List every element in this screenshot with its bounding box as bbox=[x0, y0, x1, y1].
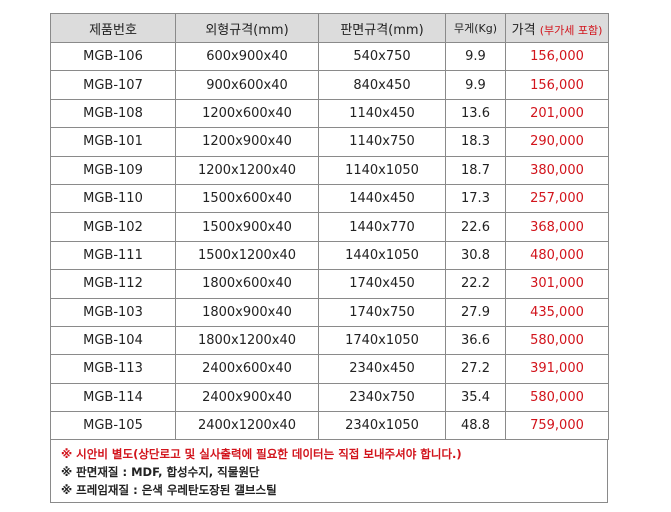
cell-board-size: 1740x1050 bbox=[318, 325, 446, 356]
cell-price: 580,000 bbox=[505, 382, 609, 413]
cell-model: MGB-108 bbox=[50, 98, 176, 129]
cell-model: MGB-107 bbox=[50, 70, 176, 100]
cell-price: 156,000 bbox=[505, 70, 609, 100]
header-outer-size: 외형규격(mm) bbox=[175, 13, 319, 43]
product-spec-sheet: 제품번호 외형규격(mm) 판면규격(mm) 무게(Kg) 가격 (부가세 포함… bbox=[50, 13, 609, 504]
cell-model: MGB-103 bbox=[50, 297, 176, 327]
cell-outer-size: 2400x900x40 bbox=[175, 382, 319, 413]
cell-price: 391,000 bbox=[505, 354, 609, 384]
cell-weight: 22.6 bbox=[445, 212, 506, 242]
cell-model: MGB-105 bbox=[50, 411, 176, 441]
cell-weight: 48.8 bbox=[445, 411, 506, 441]
table-row: MGB-106 600x900x40 540x750 9.9 156,000 bbox=[50, 41, 609, 72]
cell-model: MGB-101 bbox=[50, 127, 176, 157]
cell-board-size: 1140x1050 bbox=[318, 155, 446, 185]
cell-outer-size: 900x600x40 bbox=[175, 70, 319, 100]
table-row: MGB-112 1800x600x40 1740x450 22.2 301,000 bbox=[50, 269, 609, 299]
header-weight: 무게(Kg) bbox=[445, 13, 506, 43]
cell-outer-size: 1500x600x40 bbox=[175, 183, 319, 214]
header-price: 가격 (부가세 포함) bbox=[505, 13, 609, 43]
cell-model: MGB-106 bbox=[50, 41, 176, 72]
header-model: 제품번호 bbox=[50, 13, 176, 43]
spec-table: 제품번호 외형규격(mm) 판면규격(mm) 무게(Kg) 가격 (부가세 포함… bbox=[50, 13, 609, 441]
cell-weight: 35.4 bbox=[445, 382, 506, 413]
table-row: MGB-110 1500x600x40 1440x450 17.3 257,000 bbox=[50, 183, 609, 214]
cell-price: 290,000 bbox=[505, 127, 609, 157]
cell-board-size: 1740x750 bbox=[318, 297, 446, 327]
cell-model: MGB-113 bbox=[50, 354, 176, 384]
cell-board-size: 1440x770 bbox=[318, 212, 446, 242]
table-row: MGB-105 2400x1200x40 2340x1050 48.8 759,000 bbox=[50, 411, 609, 441]
table-row: MGB-102 1500x900x40 1440x770 22.6 368,000 bbox=[50, 212, 609, 242]
table-row: MGB-104 1800x1200x40 1740x1050 36.6 580,000 bbox=[50, 325, 609, 356]
cell-weight: 30.8 bbox=[445, 240, 506, 271]
cell-price: 480,000 bbox=[505, 240, 609, 271]
cell-price: 301,000 bbox=[505, 269, 609, 299]
cell-model: MGB-102 bbox=[50, 212, 176, 242]
cell-model: MGB-104 bbox=[50, 325, 176, 356]
table-header-row: 제품번호 외형규격(mm) 판면규격(mm) 무게(Kg) 가격 (부가세 포함… bbox=[50, 13, 609, 43]
cell-weight: 22.2 bbox=[445, 269, 506, 299]
cell-weight: 17.3 bbox=[445, 183, 506, 214]
table-row: MGB-111 1500x1200x40 1440x1050 30.8 480,000 bbox=[50, 240, 609, 271]
cell-price: 435,000 bbox=[505, 297, 609, 327]
cell-outer-size: 1200x600x40 bbox=[175, 98, 319, 129]
note-line: ※ 프레임재질 : 은색 우레탄도장된 갤브스틸 bbox=[61, 483, 277, 498]
table-row: MGB-108 1200x600x40 1140x450 13.6 201,000 bbox=[50, 98, 609, 129]
cell-price: 759,000 bbox=[505, 411, 609, 441]
cell-price: 368,000 bbox=[505, 212, 609, 242]
cell-board-size: 1440x450 bbox=[318, 183, 446, 214]
cell-weight: 13.6 bbox=[445, 98, 506, 129]
cell-outer-size: 1800x1200x40 bbox=[175, 325, 319, 356]
table-row: MGB-114 2400x900x40 2340x750 35.4 580,000 bbox=[50, 382, 609, 413]
cell-board-size: 540x750 bbox=[318, 41, 446, 72]
cell-model: MGB-109 bbox=[50, 155, 176, 185]
table-row: MGB-109 1200x1200x40 1140x1050 18.7 380,000 bbox=[50, 155, 609, 185]
cell-board-size: 1140x750 bbox=[318, 127, 446, 157]
cell-outer-size: 1800x600x40 bbox=[175, 269, 319, 299]
cell-model: MGB-110 bbox=[50, 183, 176, 214]
cell-model: MGB-112 bbox=[50, 269, 176, 299]
cell-weight: 18.7 bbox=[445, 155, 506, 185]
note-line: ※ 시안비 별도(상단로고 및 실사출력에 필요한 데이터는 직접 보내주셔야 … bbox=[61, 447, 462, 462]
header-price-label: 가격 bbox=[511, 22, 536, 38]
table-row: MGB-103 1800x900x40 1740x750 27.9 435,000 bbox=[50, 297, 609, 327]
note-line: ※ 판면재질 : MDF, 합성수지, 직물원단 bbox=[61, 465, 260, 480]
cell-model: MGB-111 bbox=[50, 240, 176, 271]
notes-box: ※ 시안비 별도(상단로고 및 실사출력에 필요한 데이터는 직접 보내주셔야 … bbox=[50, 440, 608, 504]
cell-board-size: 2340x450 bbox=[318, 354, 446, 384]
cell-outer-size: 2400x1200x40 bbox=[175, 411, 319, 441]
table-row: MGB-107 900x600x40 840x450 9.9 156,000 bbox=[50, 70, 609, 100]
cell-weight: 18.3 bbox=[445, 127, 506, 157]
cell-outer-size: 1200x900x40 bbox=[175, 127, 319, 157]
cell-outer-size: 2400x600x40 bbox=[175, 354, 319, 384]
cell-weight: 36.6 bbox=[445, 325, 506, 356]
cell-outer-size: 1500x1200x40 bbox=[175, 240, 319, 271]
table-row: MGB-101 1200x900x40 1140x750 18.3 290,000 bbox=[50, 127, 609, 157]
cell-model: MGB-114 bbox=[50, 382, 176, 413]
cell-weight: 27.2 bbox=[445, 354, 506, 384]
cell-weight: 9.9 bbox=[445, 70, 506, 100]
header-price-vat-note: (부가세 포함) bbox=[539, 23, 603, 37]
cell-outer-size: 1200x1200x40 bbox=[175, 155, 319, 185]
cell-board-size: 840x450 bbox=[318, 70, 446, 100]
table-row: MGB-113 2400x600x40 2340x450 27.2 391,000 bbox=[50, 354, 609, 384]
cell-outer-size: 600x900x40 bbox=[175, 41, 319, 72]
cell-board-size: 1440x1050 bbox=[318, 240, 446, 271]
cell-price: 580,000 bbox=[505, 325, 609, 356]
cell-weight: 9.9 bbox=[445, 41, 506, 72]
cell-outer-size: 1500x900x40 bbox=[175, 212, 319, 242]
cell-price: 156,000 bbox=[505, 41, 609, 72]
cell-board-size: 1140x450 bbox=[318, 98, 446, 129]
cell-board-size: 2340x1050 bbox=[318, 411, 446, 441]
cell-outer-size: 1800x900x40 bbox=[175, 297, 319, 327]
cell-price: 380,000 bbox=[505, 155, 609, 185]
cell-board-size: 2340x750 bbox=[318, 382, 446, 413]
cell-price: 201,000 bbox=[505, 98, 609, 129]
cell-board-size: 1740x450 bbox=[318, 269, 446, 299]
header-board-size: 판면규격(mm) bbox=[318, 13, 446, 43]
cell-price: 257,000 bbox=[505, 183, 609, 214]
cell-weight: 27.9 bbox=[445, 297, 506, 327]
